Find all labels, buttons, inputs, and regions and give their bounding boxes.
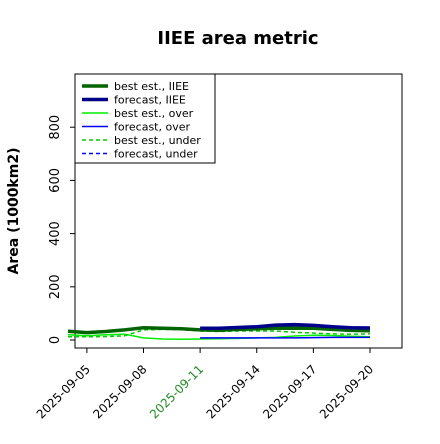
series-line-best-est-over	[67, 333, 371, 340]
y-tick-label: 600	[48, 168, 63, 193]
y-axis-label: Area (1000km2)	[6, 148, 22, 275]
chart-title: IIEE area metric	[157, 28, 318, 49]
y-tick-label: 0	[48, 336, 63, 344]
legend-label: best est., under	[114, 134, 201, 147]
series-line-forecast-over	[200, 336, 370, 339]
series-line-best-est-iiee	[67, 326, 371, 335]
legend-label: forecast, IIEE	[114, 94, 186, 107]
y-axis: 0 200 400 600 800	[48, 115, 75, 344]
series-layer	[67, 322, 371, 340]
y-tick-label: 400	[48, 221, 63, 246]
y-tick-label: 800	[48, 115, 63, 140]
legend-label: forecast, under	[114, 148, 198, 161]
plot-area	[74, 73, 403, 349]
series-line-forecast-iiee	[200, 322, 371, 331]
legend-label: best est., over	[114, 107, 194, 120]
y-tick-label: 200	[48, 274, 63, 299]
legend-box	[74, 73, 216, 164]
legend-label: forecast, over	[114, 121, 190, 134]
legend-label: best est., IIEE	[114, 80, 189, 93]
series-line-best-est-under	[68, 328, 371, 338]
